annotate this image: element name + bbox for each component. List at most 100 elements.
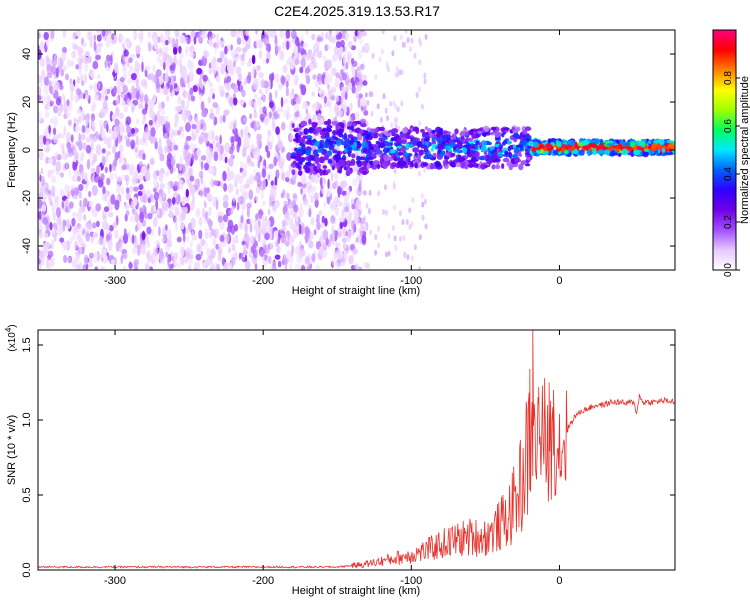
heatmap-cell <box>626 146 632 150</box>
heatmap-cell <box>308 208 312 218</box>
heatmap-cell <box>59 84 64 91</box>
heatmap-cell <box>385 61 389 68</box>
heatmap-cell <box>147 213 153 220</box>
heatmap-cell <box>73 148 78 159</box>
heatmap-cell <box>418 37 422 44</box>
heatmap-cell <box>311 33 316 41</box>
heatmap-cell <box>166 158 172 168</box>
heatmap-cell <box>95 144 102 156</box>
heatmap-cell <box>365 202 369 209</box>
heatmap-cell <box>96 33 102 42</box>
heatmap-cell <box>354 137 358 142</box>
heatmap-cell <box>565 144 572 148</box>
heatmap-cell <box>418 266 422 270</box>
heatmap-cell <box>119 151 124 160</box>
heatmap-cell <box>138 103 144 110</box>
heatmap-cell <box>432 152 437 157</box>
heatmap-cell <box>295 97 299 104</box>
heatmap-cell <box>274 44 279 56</box>
heatmap-cell <box>54 195 59 205</box>
heatmap-cell <box>125 137 131 148</box>
heatmap-cell <box>557 141 562 148</box>
heatmap-cell <box>238 30 241 39</box>
heatmap-cell <box>274 176 278 187</box>
heatmap-cell <box>327 118 332 126</box>
heatmap-cell <box>400 69 404 76</box>
heatmap-cell <box>296 254 302 264</box>
heatmap-cell <box>242 30 246 38</box>
heatmap-cell <box>311 91 315 97</box>
heatmap-cell <box>494 164 501 170</box>
heatmap-cell <box>46 72 53 79</box>
heatmap-cell <box>310 56 316 63</box>
heatmap-cell <box>84 89 89 96</box>
heatmap-cell <box>295 132 299 139</box>
heatmap-cell <box>464 163 469 170</box>
heatmap-cell <box>262 106 267 114</box>
heatmap-cell <box>396 152 404 156</box>
heatmap-cell <box>317 113 321 121</box>
heatmap-cell <box>176 236 182 243</box>
heatmap-cell <box>281 121 286 131</box>
heatmap-cell <box>78 67 83 75</box>
heatmap-cell <box>211 130 215 141</box>
heatmap-cell <box>355 217 360 225</box>
heatmap-cell <box>585 144 590 151</box>
heatmap-cell <box>345 32 348 43</box>
heatmap-cell <box>428 132 433 138</box>
heatmap-cell <box>359 230 363 236</box>
heatmap-cell <box>514 158 519 164</box>
heatmap-cell <box>138 174 144 182</box>
heatmap-cell <box>75 141 80 147</box>
heatmap-cell <box>271 119 276 130</box>
colorbar-ticks: 0.0 0.2 0.4 0.6 0.8 <box>723 71 740 277</box>
heatmap-cell <box>41 195 47 203</box>
heatmap-cell <box>104 60 107 68</box>
heatmap-cell <box>286 40 290 51</box>
heatmap-cell <box>396 71 400 78</box>
heatmap-cell <box>355 187 358 196</box>
heatmap-cell <box>146 226 152 235</box>
heatmap-cell <box>272 206 277 212</box>
heatmap-cell <box>315 264 321 270</box>
heatmap-cell <box>74 255 80 267</box>
heatmap-cell <box>189 68 193 76</box>
heatmap-cell <box>274 34 278 46</box>
heatmap-cell <box>308 240 314 249</box>
heatmap-cell <box>159 153 165 162</box>
heatmap-cell <box>92 60 99 70</box>
heatmap-cell <box>273 156 278 167</box>
heatmap-cell <box>340 86 347 92</box>
heatmap-cell <box>282 98 289 105</box>
heatmap-cell <box>369 149 374 154</box>
heatmap-cell <box>204 228 209 237</box>
heatmap-cell <box>173 181 178 187</box>
heatmap-cell <box>346 166 350 170</box>
heatmap-cell <box>298 137 305 144</box>
heatmap-cell <box>338 75 344 81</box>
heatmap-cell <box>232 127 238 135</box>
heatmap-cell <box>238 72 243 82</box>
heatmap-cell <box>185 110 192 117</box>
heatmap-cell <box>163 61 166 71</box>
heatmap-cell <box>378 137 383 142</box>
heatmap-cell <box>286 170 291 179</box>
heatmap-cell <box>174 30 180 38</box>
heatmap-cell <box>257 160 261 169</box>
heatmap-cell <box>106 150 111 156</box>
heatmap-cell <box>295 36 300 47</box>
heatmap-cell <box>406 254 410 260</box>
heatmap-cell <box>179 256 184 262</box>
heatmap-cell <box>382 209 386 215</box>
heatmap-cell <box>573 149 579 155</box>
heatmap-cell <box>360 30 367 37</box>
heatmap-cell <box>267 141 273 151</box>
heatmap-cell <box>173 46 178 55</box>
heatmap-cell <box>77 246 84 255</box>
heatmap-cell <box>187 93 191 102</box>
heatmap-cell <box>277 260 282 268</box>
heatmap-cell <box>178 126 183 133</box>
heatmap-cell <box>167 255 170 267</box>
heatmap-cell <box>267 174 271 181</box>
heatmap-cell <box>128 262 133 270</box>
